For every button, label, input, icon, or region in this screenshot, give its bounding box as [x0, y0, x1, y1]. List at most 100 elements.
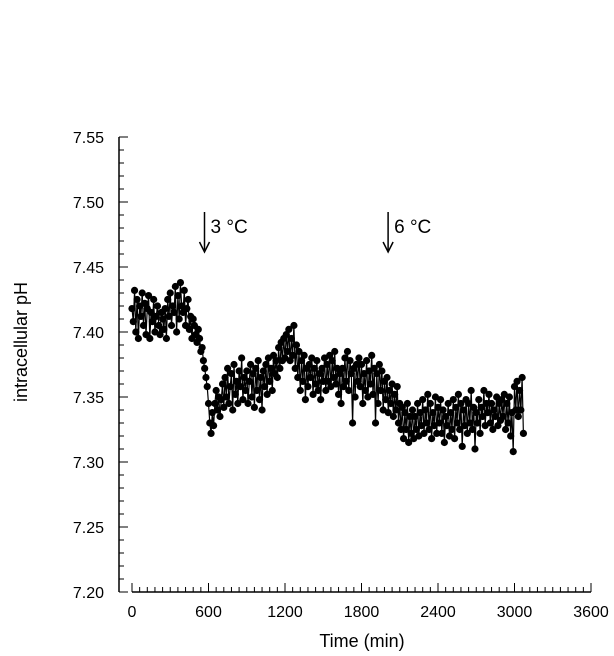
- data-point: [457, 399, 465, 408]
- data-point: [240, 373, 248, 382]
- data-point: [447, 409, 455, 417]
- data-point: [236, 383, 244, 391]
- data-point: [239, 396, 247, 404]
- y-axis-title: intracellular pH: [11, 282, 31, 402]
- data-point: [331, 347, 339, 356]
- data-point: [513, 377, 521, 385]
- data-point: [165, 312, 173, 320]
- data-point: [435, 419, 443, 427]
- data-point: [147, 308, 155, 317]
- data-point: [486, 419, 494, 427]
- data-point: [323, 360, 331, 369]
- data-point: [453, 419, 461, 427]
- data-point: [155, 321, 163, 330]
- data-point: [152, 312, 160, 320]
- x-tick-label: 1200: [267, 604, 303, 621]
- data-point: [167, 321, 176, 330]
- y-tick-label: 7.30: [73, 455, 104, 472]
- data-point: [245, 377, 253, 385]
- data-point: [138, 289, 146, 297]
- data-point: [174, 292, 182, 300]
- data-point: [268, 386, 276, 395]
- data-point: [487, 399, 496, 408]
- data-point: [185, 325, 193, 333]
- data-point: [232, 377, 241, 385]
- y-tick-label: 7.20: [73, 585, 104, 602]
- data-point: [405, 438, 413, 447]
- data-point: [403, 399, 411, 408]
- data-point: [479, 412, 487, 421]
- data-point: [202, 373, 210, 382]
- data-point: [421, 406, 429, 414]
- data-point: [310, 364, 318, 372]
- data-point: [456, 425, 464, 434]
- data-point: [351, 393, 359, 401]
- data-point: [225, 399, 233, 408]
- data-point: [516, 386, 524, 395]
- data-point: [426, 399, 434, 408]
- data-point: [221, 373, 229, 382]
- data-point: [294, 373, 302, 382]
- data-point: [425, 425, 433, 434]
- data-point: [450, 435, 459, 443]
- data-point: [391, 390, 399, 398]
- data-point: [203, 383, 211, 391]
- data-point: [176, 279, 185, 287]
- data-point: [259, 367, 267, 375]
- data-point: [130, 286, 139, 294]
- data-point: [129, 318, 137, 326]
- data-point: [253, 386, 261, 395]
- data-point: [337, 399, 345, 408]
- data-point: [222, 393, 230, 401]
- data-point: [246, 360, 255, 369]
- data-point: [296, 386, 304, 395]
- data-point: [503, 399, 511, 408]
- data-point: [252, 364, 260, 372]
- data-point: [369, 390, 377, 398]
- data-point: [472, 409, 480, 417]
- data-point: [159, 315, 167, 323]
- data-point: [356, 383, 364, 391]
- data-point: [414, 399, 422, 408]
- data-point: [313, 357, 321, 365]
- data-point: [273, 373, 281, 382]
- y-tick-label: 7.45: [73, 260, 104, 277]
- data-point: [183, 305, 191, 313]
- data-point: [352, 360, 360, 369]
- data-point: [454, 390, 462, 398]
- data-point: [514, 412, 522, 421]
- data-point: [160, 325, 168, 333]
- data-point: [419, 396, 427, 404]
- data-point: [287, 334, 295, 343]
- data-point: [342, 377, 350, 385]
- data-point: [329, 373, 338, 382]
- data-point: [175, 315, 183, 323]
- data-point: [374, 399, 382, 408]
- data-point: [162, 334, 171, 343]
- data-point: [290, 321, 298, 330]
- data-point: [377, 386, 385, 395]
- data-point: [295, 347, 303, 356]
- data-point: [476, 429, 484, 437]
- data-point: [408, 406, 417, 414]
- data-point: [317, 396, 325, 404]
- data-point: [389, 412, 397, 421]
- annotation-label: 3 °C: [211, 217, 248, 238]
- data-point: [304, 383, 312, 391]
- data-point: [224, 364, 232, 372]
- y-tick-label: 7.35: [73, 390, 104, 407]
- data-point: [258, 406, 266, 414]
- data-point: [153, 302, 162, 310]
- data-point: [180, 286, 188, 294]
- data-point: [477, 403, 485, 411]
- data-point: [399, 435, 408, 443]
- data-point: [201, 364, 209, 372]
- data-point: [411, 412, 419, 421]
- data-point: [501, 425, 510, 434]
- data-point: [173, 328, 181, 336]
- data-point: [134, 334, 142, 343]
- data-point: [226, 383, 234, 391]
- data-point: [507, 432, 515, 440]
- data-point: [319, 377, 327, 385]
- data-point: [301, 396, 309, 404]
